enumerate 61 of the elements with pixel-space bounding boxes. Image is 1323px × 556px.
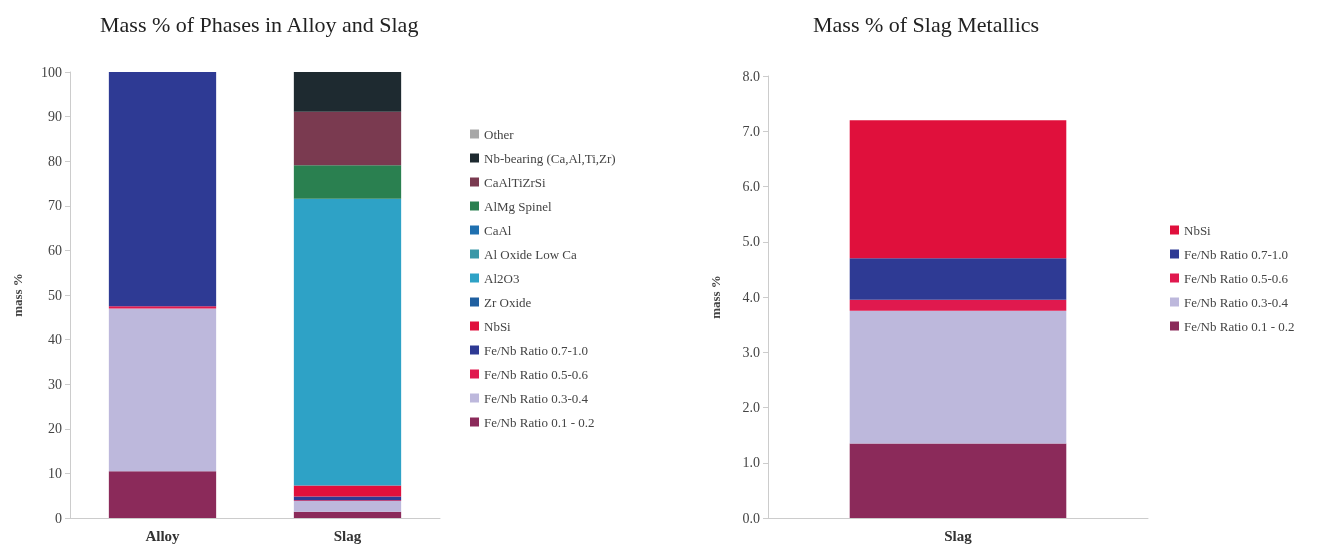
bar bbox=[293, 72, 402, 112]
y-tick-label: 10 bbox=[48, 465, 62, 481]
bar bbox=[293, 501, 402, 512]
y-tick-label: 20 bbox=[48, 421, 62, 437]
bar bbox=[108, 72, 217, 307]
legend-label: Al Oxide Low Ca bbox=[484, 246, 578, 262]
bar bbox=[293, 511, 402, 518]
bar bbox=[849, 299, 1067, 311]
legend-label: Fe/Nb Ratio 0.5-0.6 bbox=[1184, 270, 1289, 286]
x-tick-label: Slag bbox=[944, 527, 973, 544]
bar bbox=[293, 165, 402, 199]
bar bbox=[849, 120, 1067, 259]
bar bbox=[849, 443, 1067, 518]
legend-label: Zr Oxide bbox=[484, 294, 532, 310]
bar bbox=[108, 471, 217, 518]
legend-label: Fe/Nb Ratio 0.3-0.4 bbox=[484, 390, 589, 406]
y-tick-label: 100 bbox=[41, 64, 62, 80]
y-tick-label: 0 bbox=[55, 510, 62, 526]
legend-label: CaAl bbox=[484, 222, 512, 238]
y-tick-label: 7.0 bbox=[742, 123, 760, 139]
bar bbox=[849, 310, 1067, 444]
chart-title: Mass % of Slag Metallics bbox=[813, 11, 1040, 37]
legend-label: Fe/Nb Ratio 0.1 - 0.2 bbox=[1184, 318, 1295, 334]
y-tick-label: 0.0 bbox=[742, 510, 760, 526]
legend-label: Fe/Nb Ratio 0.1 - 0.2 bbox=[484, 414, 595, 430]
y-tick-label: 90 bbox=[48, 109, 62, 125]
bar bbox=[108, 308, 217, 472]
bar bbox=[849, 258, 1067, 300]
bar bbox=[293, 485, 402, 497]
y-tick-label: 6.0 bbox=[742, 179, 760, 194]
y-tick-label: 40 bbox=[48, 332, 62, 348]
x-tick-label: Alloy bbox=[145, 527, 181, 544]
y-tick-label: 60 bbox=[48, 242, 62, 258]
legend-label: NbSi bbox=[1184, 222, 1212, 238]
bar bbox=[293, 111, 402, 166]
y-tick-label: 8.0 bbox=[742, 68, 760, 84]
legend-label: CaAlTiZrSi bbox=[484, 174, 547, 190]
chart-title: Mass % of Phases in Alloy and Slag bbox=[100, 11, 419, 37]
y-tick-label: 80 bbox=[48, 153, 62, 169]
legend-label: Fe/Nb Ratio 0.7-1.0 bbox=[1184, 246, 1288, 262]
y-axis-title: mass % bbox=[10, 273, 25, 317]
legend-label: Other bbox=[484, 126, 515, 142]
bar bbox=[108, 306, 217, 309]
y-tick-label: 50 bbox=[48, 287, 62, 303]
legend-label: Fe/Nb Ratio 0.7-1.0 bbox=[484, 342, 588, 358]
y-tick-label: 30 bbox=[48, 376, 62, 392]
bar bbox=[293, 198, 402, 486]
y-tick-label: 2.0 bbox=[742, 400, 760, 415]
y-tick-label: 4.0 bbox=[742, 289, 760, 305]
legend-label: Fe/Nb Ratio 0.3-0.4 bbox=[1184, 294, 1289, 310]
legend-label: Al2O3 bbox=[484, 270, 520, 286]
legend-label: AlMg Spinel bbox=[484, 198, 552, 214]
y-tick-label: 3.0 bbox=[742, 344, 760, 360]
legend-label: NbSi bbox=[484, 318, 512, 334]
x-tick-label: Slag bbox=[333, 527, 362, 544]
legend-label: Fe/Nb Ratio 0.5-0.6 bbox=[484, 366, 589, 382]
legend-label: Nb-bearing (Ca,Al,Ti,Zr) bbox=[484, 150, 616, 166]
y-tick-label: 70 bbox=[48, 198, 62, 214]
y-tick-label: 1.0 bbox=[742, 455, 760, 471]
y-tick-label: 5.0 bbox=[742, 234, 760, 250]
y-axis-title: mass % bbox=[708, 275, 723, 319]
